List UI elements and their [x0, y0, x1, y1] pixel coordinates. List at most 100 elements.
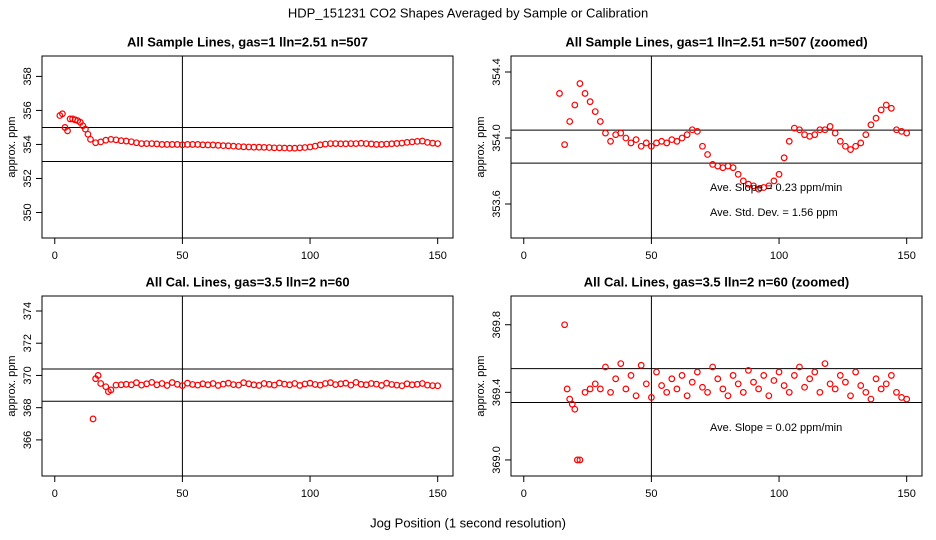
data-point [653, 368, 660, 376]
data-point [836, 372, 844, 379]
data-point [750, 182, 757, 190]
data-point [576, 456, 584, 464]
y-axis-label: approx. ppm [6, 355, 18, 416]
plot-frame [41, 295, 454, 477]
y-tick-label: 374 [22, 302, 34, 320]
data-point [765, 392, 773, 400]
data-point [84, 130, 92, 138]
data-point [97, 380, 105, 387]
x-tick-label: 0 [52, 250, 58, 262]
data-point [821, 126, 829, 134]
x-tick-label: 150 [429, 488, 447, 500]
data-point [596, 385, 604, 393]
panel-title: All Sample Lines, gas=1 lln=2.51 n=507 [127, 34, 368, 49]
data-point [668, 375, 676, 383]
data-point [566, 118, 574, 125]
data-point [842, 142, 849, 150]
data-point [739, 177, 747, 185]
data-point [586, 385, 594, 393]
data-point [163, 382, 171, 389]
data-point [734, 170, 742, 178]
data-point [617, 360, 625, 368]
data-point [673, 385, 681, 393]
data-point [699, 383, 706, 391]
x-tick-label: 100 [770, 250, 788, 262]
data-point [765, 182, 773, 190]
x-tick-label: 0 [52, 488, 58, 500]
data-point [826, 123, 834, 130]
data-point [831, 385, 839, 393]
data-point [622, 134, 630, 142]
data-point [107, 386, 115, 394]
data-point [882, 101, 890, 109]
data-point [729, 164, 737, 172]
y-tick-label: 358 [22, 67, 34, 85]
data-point [568, 400, 576, 408]
data-point [750, 378, 757, 386]
data-point [663, 388, 671, 396]
data-point [770, 177, 778, 185]
x-tick-label: 0 [521, 250, 527, 262]
data-point [673, 137, 681, 145]
data-point [719, 385, 727, 393]
data-point [893, 388, 900, 396]
y-axis-label: approx. ppm [475, 116, 487, 177]
data-point [607, 388, 614, 396]
panel-title: All Cal. Lines, gas=3.5 lln=2 n=60 (zoom… [584, 274, 850, 289]
plot-frame [41, 55, 454, 239]
data-point [867, 395, 875, 403]
data-point [887, 372, 895, 379]
data-point [622, 385, 630, 393]
data-point [688, 378, 696, 386]
data-point [581, 388, 589, 396]
data-point [663, 139, 671, 147]
data-point [836, 137, 844, 145]
data-point [658, 382, 666, 389]
data-point [796, 126, 803, 134]
data-point [87, 135, 94, 143]
data-point [872, 114, 880, 122]
data-point [563, 385, 571, 393]
data-point [724, 392, 732, 400]
data-point [678, 372, 686, 379]
annotation: Ave. Slope = 0.02 ppm/min [710, 422, 842, 434]
data-point [347, 381, 355, 389]
data-point [826, 380, 834, 388]
y-tick-label: 356 [22, 101, 34, 119]
data-point [867, 121, 875, 129]
x-tick-label: 50 [645, 488, 657, 500]
x-axis-label: Jog Position (1 second resolution) [370, 515, 566, 530]
y-axis-label: approx. ppm [475, 355, 487, 416]
data-point [648, 142, 655, 150]
data-point [586, 98, 594, 106]
x-tick-label: 50 [176, 488, 188, 500]
x-tick-label: 150 [429, 250, 447, 262]
data-point [607, 137, 614, 145]
x-tick-label: 50 [645, 250, 657, 262]
panel-title: All Sample Lines, gas=1 lln=2.51 n=507 (… [565, 34, 867, 49]
data-point [887, 104, 895, 112]
data-point [81, 125, 89, 133]
y-tick-label: 354 [22, 135, 34, 153]
data-point [745, 366, 752, 374]
data-point [734, 380, 742, 388]
data-point [571, 101, 579, 109]
annotation: Ave. Std. Dev. = 1.56 ppm [710, 207, 838, 219]
y-axis-label: approx. ppm [6, 116, 18, 177]
data-point [770, 377, 778, 384]
data-point [760, 372, 768, 379]
data-point [591, 380, 599, 388]
figure-title: HDP_151231 CO2 Shapes Averaged by Sample… [288, 5, 648, 20]
data-point [780, 382, 788, 389]
plot-frame [510, 295, 923, 477]
data-point [637, 142, 645, 150]
y-tick-label: 366 [22, 431, 34, 449]
data-point [806, 375, 814, 383]
data-point [648, 394, 655, 401]
data-point [561, 321, 569, 329]
data-point [862, 131, 870, 139]
data-point [699, 142, 706, 150]
data-point [821, 360, 829, 368]
y-tick-label: 350 [22, 203, 34, 221]
data-point [693, 128, 701, 135]
